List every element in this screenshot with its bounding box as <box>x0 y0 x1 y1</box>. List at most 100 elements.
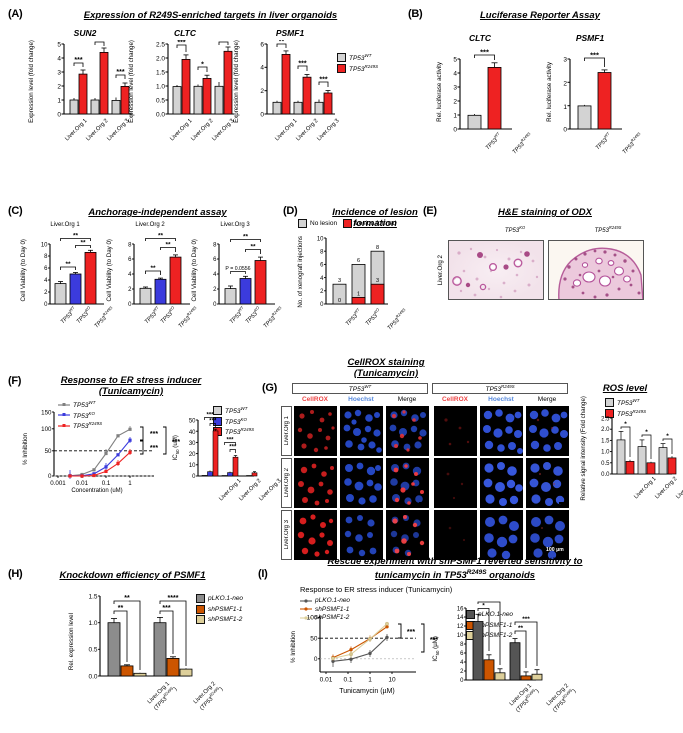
y-axis-title-h: Rel. expression level <box>67 613 75 671</box>
svg-text:**: ** <box>65 261 71 268</box>
svg-text:***: *** <box>229 445 237 451</box>
micrograph-wt-org3-hoechst <box>340 510 383 560</box>
svg-text:6: 6 <box>128 257 132 263</box>
svg-text:100: 100 <box>41 426 52 433</box>
svg-text:3: 3 <box>338 278 341 284</box>
svg-text:**: ** <box>243 234 249 241</box>
svg-text:***: *** <box>150 431 158 438</box>
svg-text:30: 30 <box>189 441 196 447</box>
chart-c3: 0 2 4 6 8 P = 0.0556 ** ** <box>213 234 275 308</box>
svg-text:0: 0 <box>314 656 318 663</box>
svg-text:1.0: 1.0 <box>156 84 165 91</box>
svg-text:***: *** <box>480 48 489 57</box>
line-marker-orange <box>300 607 312 611</box>
chart-title-cltc: CLTC <box>173 28 197 38</box>
legend-swatch-sh1 <box>196 604 205 614</box>
x-tick-h-2: Liver.Org 2 (TP53R249S) <box>192 681 225 712</box>
y-axis-title-c3: Cell Viability (to Day 0) <box>190 238 198 302</box>
legend-item-sh2: shPSMF1-2 <box>196 615 243 624</box>
svg-text:0.0: 0.0 <box>156 112 165 119</box>
channel-label-cellrox-r249s: CellROX <box>441 396 468 403</box>
panel-a-label: (A) <box>8 8 23 20</box>
legend-label-f-ko: TP53KO <box>73 410 95 420</box>
svg-text:4: 4 <box>128 272 132 278</box>
svg-text:0: 0 <box>460 678 464 684</box>
he-image-ko <box>448 240 544 300</box>
x-tick-b1-r249s: TP53R249S <box>511 131 532 156</box>
x-tick-b2-wt: TP53WT <box>594 131 611 152</box>
chart-b-psmf1: 0 1 2 3 *** <box>563 51 622 134</box>
svg-text:***: *** <box>298 61 306 68</box>
legend-swatch-sh2 <box>196 615 205 624</box>
svg-text:20: 20 <box>189 452 196 458</box>
svg-text:***: *** <box>430 637 438 644</box>
legend-label-lesion-formed: Lesion formed <box>355 220 397 227</box>
panel-g-row-label-1: Liver.Org 1 <box>281 406 292 456</box>
svg-text:2: 2 <box>453 99 457 106</box>
svg-text:50: 50 <box>310 636 318 643</box>
svg-text:6: 6 <box>320 263 324 269</box>
svg-text:8: 8 <box>460 642 464 648</box>
svg-text:4: 4 <box>460 660 464 666</box>
panel-g-label: (G) <box>262 382 277 394</box>
legend-item-ic50-wt: TP53WT <box>213 406 254 415</box>
x-axis-title-i-curve: Tunicamycin (µM) <box>339 688 395 695</box>
panel-e-col-r249s: TP53R249S <box>594 225 622 234</box>
svg-text:1: 1 <box>368 677 372 684</box>
legend-swatch-ros-wt <box>605 398 614 408</box>
y-axis-title-b1: Rel. luciferase activity <box>435 62 443 122</box>
legend-item-wt: TP53WT <box>337 53 378 62</box>
chart-h: 0.0 0.5 1.0 1.5 ** ** *** **** <box>88 594 193 680</box>
scalebar-label: 100 µm <box>546 547 564 553</box>
svg-text:***: *** <box>226 438 234 444</box>
svg-text:1.5: 1.5 <box>88 594 97 601</box>
legend-swatch-lesion-formed <box>343 219 353 228</box>
panel-g-group-header-wt: TP53WT <box>292 383 428 394</box>
legend-swatch-ic50-ko <box>213 416 222 426</box>
svg-text:2: 2 <box>563 81 567 88</box>
panel-h-label: (H) <box>8 568 23 580</box>
x-tick-c1-r249s: TP53R249S <box>93 305 114 330</box>
svg-text:1: 1 <box>357 292 360 298</box>
x-tick-d-wt: TP53WT <box>344 307 361 328</box>
svg-text:10: 10 <box>317 236 324 242</box>
panel-b-title: Luciferase Reporter Assay <box>479 10 601 21</box>
svg-text:*: * <box>666 433 669 440</box>
ros-legend: TP53WT TP53R249S <box>605 398 646 419</box>
legend-item-ros-wt: TP53WT <box>605 398 646 407</box>
y-axis-title-c2: Cell Viability (to Day 0) <box>105 238 113 302</box>
svg-text:4: 4 <box>260 65 264 72</box>
panel-f-ic50-legend: TP53WT TP53KO TP53R249S <box>213 406 254 438</box>
chart-b-cltc: 0 1 2 3 4 5 *** <box>453 48 512 134</box>
svg-text:0: 0 <box>213 302 217 308</box>
svg-text:0: 0 <box>44 302 48 308</box>
x-tick-i-1: Liver.Org 1 (TP53R249S) <box>508 683 541 714</box>
y-axis-title-a1: Expression level (fold change) <box>27 39 35 123</box>
svg-text:2: 2 <box>44 290 48 296</box>
legend-item-no-lesion: No lesion <box>298 219 337 228</box>
micrograph-wt-org2-hoechst <box>340 458 383 508</box>
svg-text:8: 8 <box>213 243 217 249</box>
svg-text:14: 14 <box>457 615 464 621</box>
svg-text:8: 8 <box>320 249 324 255</box>
svg-text:150: 150 <box>41 410 52 417</box>
svg-text:2: 2 <box>320 289 324 295</box>
x-tick-h-1: Liver.Org 1 (TP53R249S) <box>146 681 179 712</box>
svg-text:**: ** <box>279 40 285 46</box>
svg-text:10: 10 <box>41 243 48 249</box>
chart-ros: 0.0 0.5 1.0 1.5 2.0 2.5 * * * <box>601 416 677 478</box>
line-marker-red <box>58 423 70 427</box>
svg-text:10: 10 <box>189 463 196 469</box>
x-axis-title-f-curve: Concentration (uM) <box>71 488 123 494</box>
x-tick-c3-r249s: TP53R249S <box>262 305 283 330</box>
svg-text:50: 50 <box>189 419 196 425</box>
micrograph-wt-org2-cellrox <box>294 458 337 508</box>
subtitle-c3: Liver.Org 3 <box>220 222 250 228</box>
legend-label-sh2: shPSMF1-2 <box>208 616 243 623</box>
chart-d: 0 2 4 6 8 10 3 0 6 1 8 3 <box>317 236 388 308</box>
legend-item-f-r249s: TP53R249S <box>58 421 102 430</box>
panel-f-label: (F) <box>8 375 22 387</box>
svg-text:***: *** <box>522 616 530 623</box>
channel-label-hoechst-r249s: Hoechst <box>488 396 514 403</box>
y-axis-title-d: No. of xenograft injections <box>296 236 304 308</box>
